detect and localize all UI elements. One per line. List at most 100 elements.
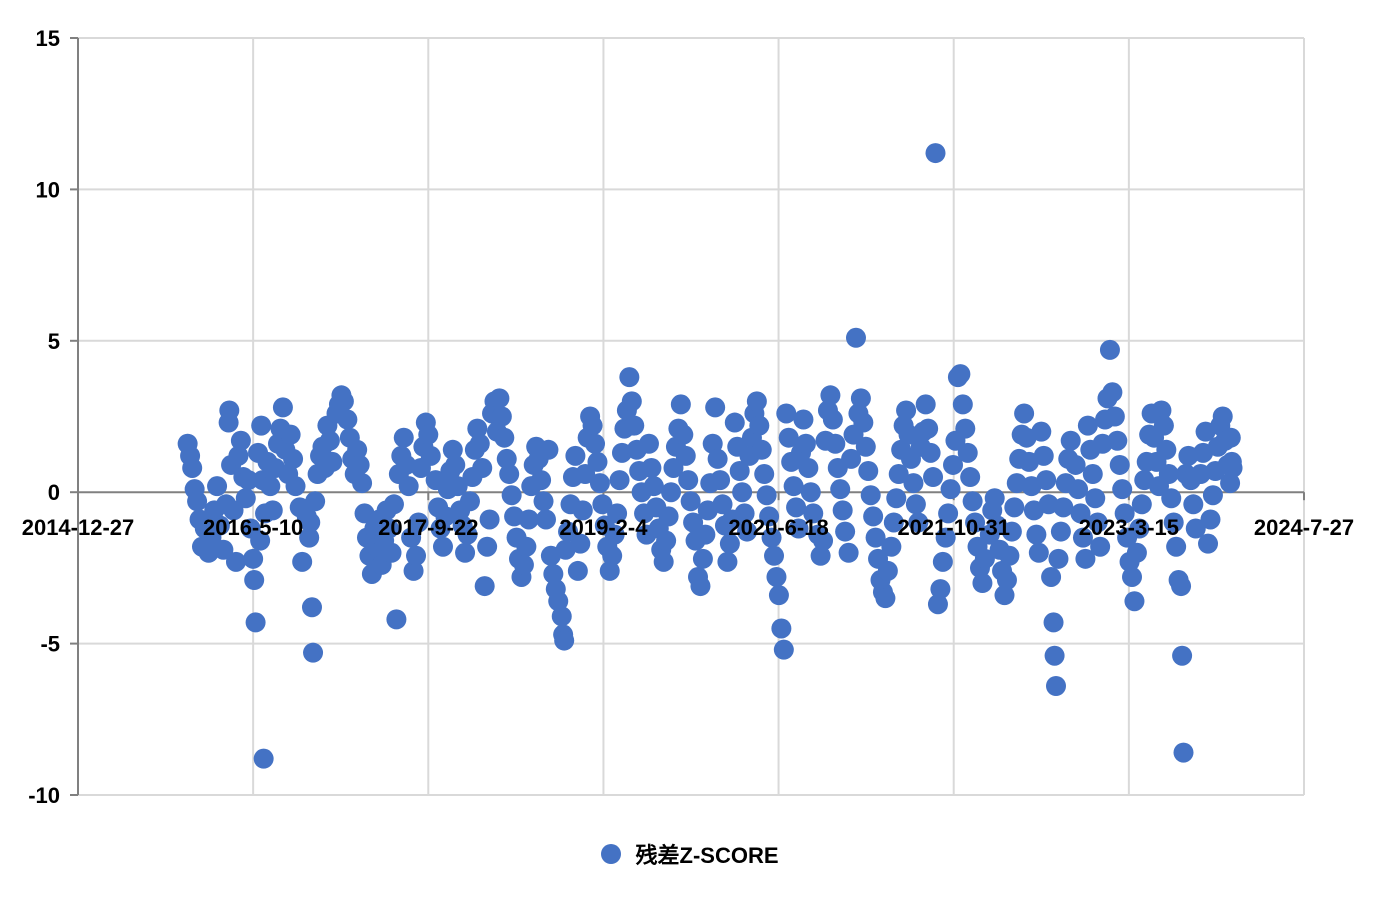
data-point bbox=[825, 433, 846, 454]
data-point bbox=[1001, 521, 1022, 542]
data-point bbox=[1045, 675, 1066, 696]
legend-label: 残差Z-SCORE bbox=[635, 843, 779, 868]
data-point bbox=[1026, 524, 1047, 545]
data-point bbox=[1183, 494, 1204, 515]
data-point bbox=[445, 454, 466, 475]
data-point bbox=[322, 451, 343, 472]
data-point bbox=[803, 503, 824, 524]
data-point bbox=[788, 518, 809, 539]
data-point bbox=[1075, 548, 1096, 569]
data-point bbox=[447, 476, 468, 497]
data-point bbox=[877, 560, 898, 581]
data-point bbox=[908, 512, 929, 533]
data-point bbox=[764, 545, 785, 566]
data-point bbox=[786, 497, 807, 518]
y-tick-label: 10 bbox=[36, 177, 60, 202]
data-point bbox=[865, 527, 886, 548]
data-point bbox=[732, 482, 753, 503]
data-point bbox=[406, 545, 427, 566]
data-point bbox=[182, 457, 203, 478]
data-point bbox=[952, 394, 973, 415]
data-point bbox=[250, 530, 271, 551]
data-point bbox=[724, 412, 745, 433]
data-point bbox=[943, 454, 964, 475]
data-point bbox=[832, 500, 853, 521]
data-point bbox=[641, 457, 662, 478]
x-tick-label: 2023-3-15 bbox=[1079, 515, 1179, 540]
data-point bbox=[585, 433, 606, 454]
data-point bbox=[624, 415, 645, 436]
data-point bbox=[680, 491, 701, 512]
data-point bbox=[853, 412, 874, 433]
data-point bbox=[1090, 536, 1111, 557]
data-point bbox=[491, 406, 512, 427]
data-point bbox=[554, 630, 575, 651]
data-point bbox=[1122, 566, 1143, 587]
data-point bbox=[707, 448, 728, 469]
x-tick-label: 2020-6-18 bbox=[728, 515, 828, 540]
data-point bbox=[533, 491, 554, 512]
data-point bbox=[670, 394, 691, 415]
data-point bbox=[494, 427, 515, 448]
data-point bbox=[245, 612, 266, 633]
data-point bbox=[702, 433, 723, 454]
data-points bbox=[177, 143, 1243, 769]
data-point bbox=[1070, 503, 1091, 524]
data-point bbox=[793, 409, 814, 430]
data-point bbox=[773, 639, 794, 660]
data-point bbox=[1036, 470, 1057, 491]
data-point bbox=[994, 585, 1015, 606]
legend-marker bbox=[601, 844, 622, 864]
data-point bbox=[558, 521, 579, 542]
data-point bbox=[663, 457, 684, 478]
data-point bbox=[841, 448, 862, 469]
data-point bbox=[401, 527, 422, 548]
data-point bbox=[347, 439, 368, 460]
data-point bbox=[459, 491, 480, 512]
data-point bbox=[513, 554, 534, 575]
data-point bbox=[1033, 445, 1054, 466]
data-point bbox=[285, 476, 306, 497]
data-point bbox=[1043, 612, 1064, 633]
data-point bbox=[710, 470, 731, 491]
chart-legend: 残差Z-SCORE bbox=[0, 838, 1380, 870]
data-point bbox=[678, 470, 699, 491]
data-point bbox=[778, 427, 799, 448]
data-point bbox=[729, 461, 750, 482]
data-point bbox=[1050, 521, 1071, 542]
data-point bbox=[972, 573, 993, 594]
data-point bbox=[875, 588, 896, 609]
data-point bbox=[455, 542, 476, 563]
data-point bbox=[658, 506, 679, 527]
data-point bbox=[235, 488, 256, 509]
data-point bbox=[883, 512, 904, 533]
data-point bbox=[675, 445, 696, 466]
data-point bbox=[1072, 527, 1093, 548]
data-point bbox=[960, 467, 981, 488]
data-point bbox=[761, 527, 782, 548]
data-point bbox=[442, 439, 463, 460]
data-point bbox=[886, 488, 907, 509]
data-point bbox=[999, 545, 1020, 566]
data-point bbox=[319, 430, 340, 451]
data-point bbox=[565, 445, 586, 466]
data-point bbox=[1124, 591, 1145, 612]
y-tick-label: 15 bbox=[36, 26, 60, 51]
data-point bbox=[592, 494, 613, 515]
data-point bbox=[905, 494, 926, 515]
data-point bbox=[575, 464, 596, 485]
y-tick-label: 5 bbox=[48, 329, 60, 354]
data-point bbox=[903, 473, 924, 494]
data-point bbox=[850, 388, 871, 409]
data-point bbox=[830, 479, 851, 500]
data-point bbox=[940, 479, 961, 500]
data-point bbox=[516, 536, 537, 557]
data-point bbox=[604, 524, 625, 545]
data-point bbox=[403, 560, 424, 581]
data-point bbox=[656, 530, 677, 551]
data-point bbox=[705, 397, 726, 418]
data-point bbox=[602, 545, 623, 566]
data-point bbox=[974, 548, 995, 569]
data-point bbox=[798, 457, 819, 478]
data-point bbox=[1200, 509, 1221, 530]
